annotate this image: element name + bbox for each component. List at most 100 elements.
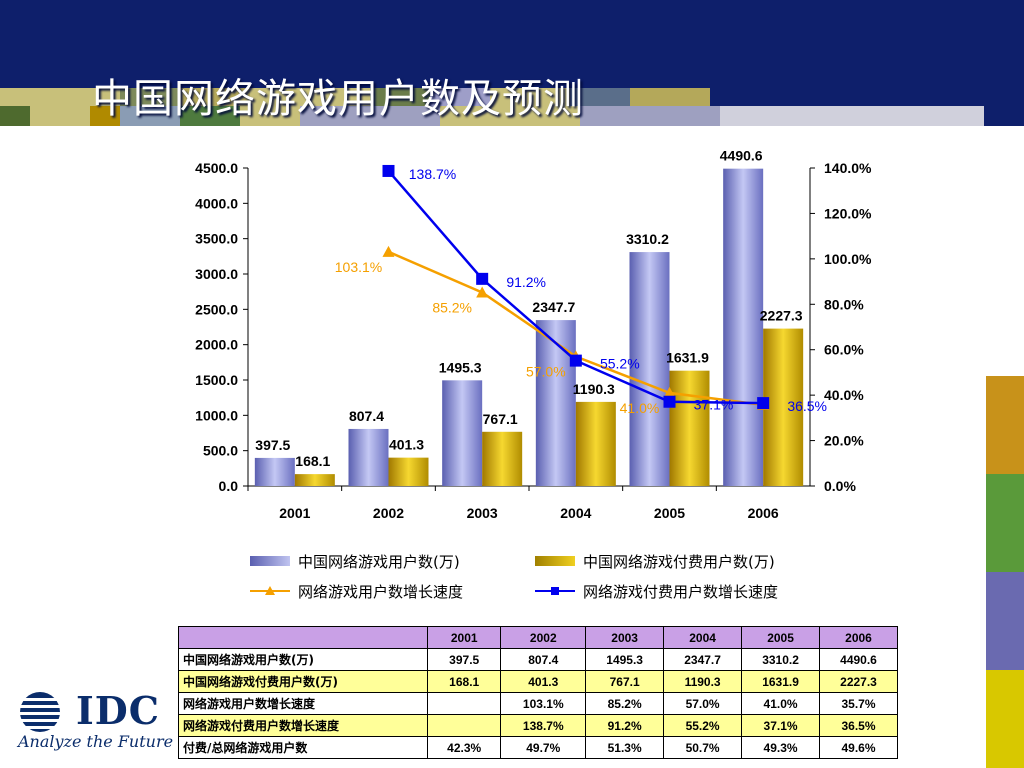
edge-block: [986, 126, 1024, 376]
legend-item-users-growth: 网络游戏用户数增长速度: [250, 580, 463, 602]
table-cell: 2347.7: [663, 648, 743, 671]
table-cell: 49.7%: [500, 736, 587, 759]
point-paid-growth: [569, 354, 582, 367]
table-cell: 49.6%: [819, 736, 898, 759]
table-cell: 35.7%: [819, 692, 898, 715]
table-row: 网络游戏付费用户数增长速度 138.7% 91.2% 55.2% 37.1% 36.5%: [178, 714, 898, 737]
table-cell: 2227.3: [819, 670, 898, 693]
bar-paid: [482, 431, 523, 486]
table-cell: 168.1: [426, 670, 502, 693]
table-cell: [426, 692, 502, 715]
table-cell: 397.5: [426, 648, 502, 671]
legend-label: 中国网络游戏付费用户数(万): [583, 552, 775, 571]
table-cell: 103.1%: [500, 692, 587, 715]
table-cell: 1495.3: [585, 648, 665, 671]
y-left-tick-label: 3500.0: [195, 231, 238, 247]
legend-label: 网络游戏用户数增长速度: [298, 582, 464, 601]
y-right-tick-label: 100.0%: [824, 251, 872, 267]
bar-paid-label: 1190.3: [573, 381, 615, 397]
data-table: 2001 2002 2003 2004 2005 2006 中国网络游戏用户数(…: [178, 626, 898, 759]
header-band: 中国网络游戏用户数及预测: [0, 0, 1024, 126]
table-cell: 1190.3: [663, 670, 743, 693]
table-cell: 57.0%: [663, 692, 743, 715]
table-row: 付费/总网络游戏用户数 42.3% 49.7% 51.3% 50.7% 49.3% 49.6…: [178, 736, 898, 759]
page-title: 中国网络游戏用户数及预测: [92, 76, 584, 122]
point-users-growth-label: 41.0%: [620, 400, 660, 416]
x-tick-label: 2006: [748, 505, 779, 521]
table-header-cell: 2006: [819, 626, 898, 649]
x-tick-label: 2005: [654, 505, 685, 521]
table-cell: 1631.9: [741, 670, 821, 693]
table-header-cell: 2002: [500, 626, 587, 649]
bar-paid: [669, 370, 710, 486]
bar-paid-label: 401.3: [389, 437, 424, 453]
point-users-growth-label: 57.0%: [526, 364, 566, 380]
table-row-label: 中国网络游戏付费用户数(万): [178, 670, 428, 693]
y-left-tick-label: 4000.0: [195, 195, 238, 211]
combo-chart: 4500.0 4000.0 3500.0 3000.0 2500.0 2000.0 1500…: [195, 148, 872, 521]
y-right-tick-label: 80.0%: [824, 296, 864, 312]
table-cell: 41.0%: [741, 692, 821, 715]
legend-swatch-paid: [535, 556, 575, 566]
table-cell: [426, 714, 502, 737]
table-cell: 807.4: [500, 648, 587, 671]
y-left-tick-label: 4500.0: [195, 160, 238, 176]
bar-users: [535, 320, 576, 486]
table-cell: 50.7%: [663, 736, 743, 759]
y-right-tick-label: 0.0%: [824, 478, 856, 494]
logo-tagline: Analyze the Future: [18, 732, 174, 751]
table-cell: 36.5%: [819, 714, 898, 737]
bar-paid: [294, 474, 335, 486]
point-users-growth-label: 85.2%: [432, 299, 472, 315]
y-left-tick-label: 3000.0: [195, 266, 238, 282]
edge-block: [986, 474, 1024, 572]
bar-users-label: 2347.7: [532, 299, 575, 315]
point-paid-growth-label: 55.2%: [600, 356, 640, 372]
table-header-cell: [178, 626, 428, 649]
point-paid-growth: [757, 397, 770, 410]
bar-paid: [388, 457, 429, 486]
y-left-tick-label: 1000.0: [195, 407, 238, 423]
table-row: 中国网络游戏付费用户数(万) 168.1 401.3 767.1 1190.3 1631.…: [178, 670, 898, 693]
y-right-tick-label: 40.0%: [824, 387, 864, 403]
table-cell: 55.2%: [663, 714, 743, 737]
table-row: 中国网络游戏用户数(万) 397.5 807.4 1495.3 2347.7 3310.2…: [178, 648, 898, 671]
legend-swatch-paid-growth: [535, 587, 575, 595]
table-cell: 85.2%: [585, 692, 665, 715]
table-cell: 37.1%: [741, 714, 821, 737]
bar-users: [254, 457, 295, 486]
x-tick-label: 2004: [560, 505, 591, 521]
table-cell: 42.3%: [426, 736, 502, 759]
bar-paid-label: 1631.9: [666, 350, 709, 366]
table-cell: 91.2%: [585, 714, 665, 737]
bar-users-label: 807.4: [349, 408, 384, 424]
point-paid-growth: [476, 272, 489, 285]
logo-text: IDC: [76, 688, 160, 733]
bar-users: [629, 252, 670, 486]
point-paid-growth: [663, 395, 676, 408]
legend-item-paid: 中国网络游戏付费用户数(万): [535, 550, 775, 572]
y-left-tick-label: 0.0: [219, 478, 239, 494]
point-paid-growth-label: 138.7%: [409, 166, 456, 182]
table-header-cell: 2003: [585, 626, 665, 649]
table-header-cell: 2005: [741, 626, 821, 649]
globe-icon: [18, 692, 62, 732]
table-row-label: 中国网络游戏用户数(万): [178, 648, 428, 671]
point-users-growth: [663, 386, 676, 398]
table-header-row: 2001 2002 2003 2004 2005 2006: [178, 626, 898, 649]
point-paid-growth-label: 36.5%: [787, 398, 827, 414]
table-cell: 767.1: [585, 670, 665, 693]
y-right-tick-label: 140.0%: [824, 160, 872, 176]
bar-users-label: 4490.6: [720, 148, 763, 164]
y-left-tick-label: 500.0: [203, 443, 238, 459]
edge-block: [986, 572, 1024, 670]
x-tick-label: 2002: [373, 505, 404, 521]
table-cell: 49.3%: [741, 736, 821, 759]
point-paid-growth-label: 91.2%: [506, 274, 546, 290]
x-tick-label: 2001: [279, 505, 310, 521]
bar-paid: [575, 401, 616, 486]
point-paid-growth-label: 37.1%: [694, 397, 734, 413]
table-header-cell: 2004: [663, 626, 743, 649]
bar-users: [442, 380, 483, 486]
point-users-growth: [382, 245, 395, 257]
